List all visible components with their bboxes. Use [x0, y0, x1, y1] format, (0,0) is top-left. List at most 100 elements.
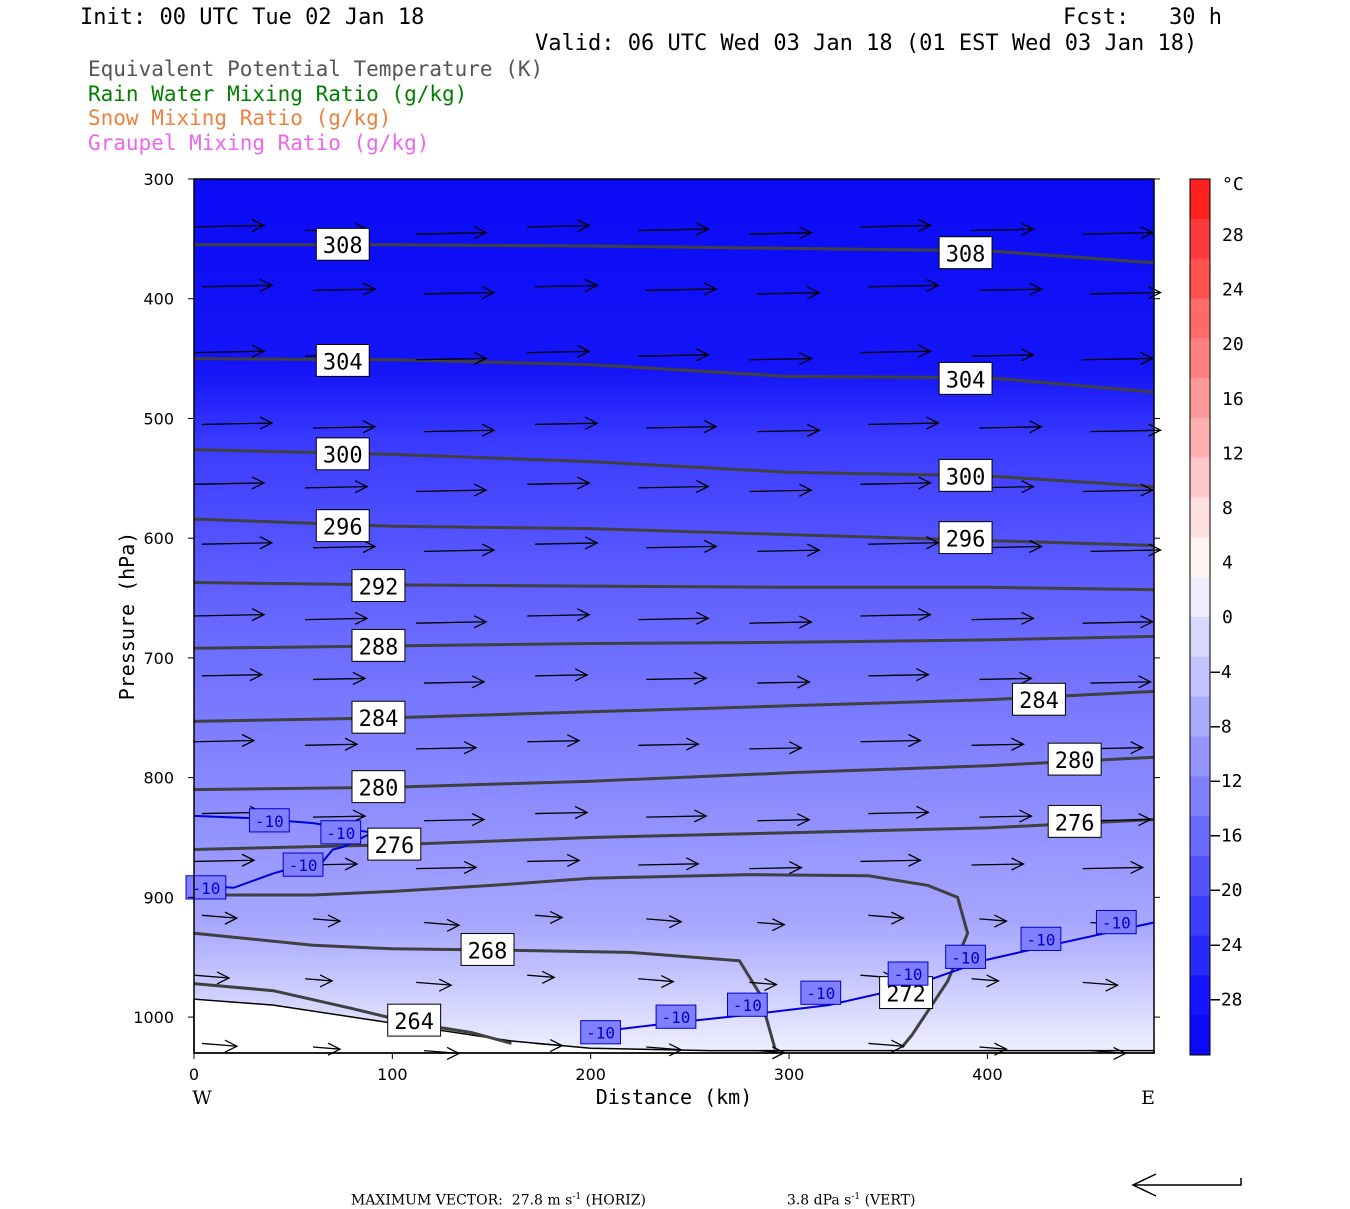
contour-label-box — [315, 227, 370, 261]
colorbar-segment — [1190, 577, 1210, 618]
contour-label: 284 — [1019, 689, 1059, 714]
contour-label-box — [580, 1020, 621, 1045]
wind-vector — [193, 853, 256, 867]
contour-label-box — [887, 961, 929, 986]
contour-label-box — [945, 944, 986, 969]
contour-label: 296 — [323, 516, 363, 541]
colorbar-segment — [1190, 497, 1210, 538]
wind-vector — [646, 915, 683, 929]
wind-vector — [749, 615, 813, 629]
wind-vector — [416, 351, 488, 365]
wind-vector — [860, 476, 932, 490]
contour-label-box — [938, 458, 993, 492]
wind-vector — [979, 809, 1033, 823]
wind-vector — [527, 970, 556, 984]
colorbar-segment — [1190, 935, 1210, 976]
wind-vector — [527, 734, 581, 748]
contour-label: 308 — [946, 243, 986, 268]
forecast-hour-label: Fcst: 30 h — [1063, 5, 1222, 30]
max-vector-label: MAXIMUM VECTOR: 27.8 m s-1 (HORIZ) — [350, 1192, 646, 1209]
colorbar-segment — [1190, 895, 1210, 937]
wind-vector — [860, 218, 932, 233]
colorbar-segment — [1190, 537, 1210, 578]
contour-label-box — [1095, 909, 1137, 935]
wind-vector — [527, 476, 591, 490]
y-tick-label: 500 — [143, 409, 174, 428]
wind-vector — [527, 219, 591, 233]
wind-vector — [312, 809, 367, 823]
colorbar-label: 28 — [1222, 225, 1244, 246]
contour-label-box — [1011, 682, 1066, 716]
contour-label-box — [655, 1004, 697, 1029]
contour-label: 284 — [359, 707, 399, 732]
contour-label: 280 — [359, 777, 399, 802]
wind-vector — [535, 805, 589, 820]
colorbar-segment — [1190, 816, 1210, 857]
wind-vector — [1090, 423, 1162, 437]
colorbar-label: 0 — [1222, 607, 1233, 628]
colorbar-segment — [1190, 457, 1210, 499]
wind-vector — [638, 611, 710, 625]
x-tick-label: 100 — [377, 1065, 408, 1084]
y-tick-label: 600 — [143, 529, 174, 548]
legend-line: Equivalent Potential Temperature (K) — [88, 57, 544, 81]
wind-vector — [971, 348, 1035, 362]
theta-e-contour — [193, 818, 1155, 851]
wind-vector — [646, 420, 718, 434]
temperature-fill — [194, 179, 1154, 1053]
wind-vector — [312, 420, 377, 434]
colorbar-label: 16 — [1222, 389, 1244, 410]
colorbar-label: −24 — [1210, 935, 1243, 956]
contour-label: -10 — [191, 879, 220, 898]
colorbar-segment — [1190, 417, 1210, 459]
contour-label-box — [315, 343, 370, 377]
colorbar-segment — [1190, 656, 1210, 698]
wind-vector — [1082, 483, 1155, 497]
x-east-label: E — [1141, 1087, 1155, 1109]
colorbar-segment — [1190, 338, 1210, 379]
wind-vector — [193, 344, 266, 358]
contour-label: -10 — [326, 824, 355, 843]
wind-vector — [201, 668, 264, 682]
contour-label: 280 — [1055, 749, 1095, 774]
wind-vector — [868, 668, 930, 682]
wind-vector — [201, 536, 274, 550]
wind-vector — [312, 914, 342, 928]
contour-label-box — [320, 820, 362, 845]
max-vertical-vector-label: 3.8 dPa s-1 (VERT) — [786, 1192, 916, 1209]
wind-vector — [860, 853, 922, 867]
contour-label: 304 — [323, 350, 363, 375]
wind-vector — [416, 741, 478, 755]
wind-vector — [646, 809, 708, 823]
colorbar-segment — [1190, 179, 1210, 220]
wind-vector — [757, 675, 811, 689]
colorbar-unit: °C — [1222, 174, 1244, 195]
wind-vector — [527, 853, 581, 867]
colorbar-label: −28 — [1210, 989, 1243, 1010]
contour-label-box — [351, 628, 406, 662]
wind-vector — [971, 611, 1035, 625]
valid-time-label: Valid: 06 UTC Wed 03 Jan 18 (01 EST Wed … — [535, 31, 1198, 56]
wind-vector — [646, 671, 708, 685]
wind-vector — [416, 860, 478, 875]
contour-label: 300 — [323, 444, 363, 469]
contour-label: 276 — [374, 834, 414, 859]
y-axis-label: Pressure (hPa) — [115, 532, 139, 701]
colorbar-segment — [1190, 1015, 1210, 1056]
contour-label: -10 — [662, 1008, 691, 1027]
colorbar-label: 12 — [1222, 443, 1244, 464]
colorbar-label: −8 — [1210, 716, 1232, 737]
contour-label: 304 — [946, 368, 986, 393]
wind-vector — [971, 974, 1000, 988]
wind-vector — [1082, 351, 1155, 365]
wind-vector — [424, 285, 496, 300]
wind-vector — [416, 483, 488, 497]
contour-label: -10 — [1102, 914, 1131, 933]
wind-vector — [749, 483, 813, 497]
wind-vector — [305, 737, 359, 751]
contour-label: -10 — [1026, 930, 1055, 949]
wind-vector — [424, 918, 461, 932]
wind-vector — [1082, 860, 1145, 875]
theta-e-contour — [193, 982, 512, 1045]
theta-e-contour — [194, 873, 970, 1048]
